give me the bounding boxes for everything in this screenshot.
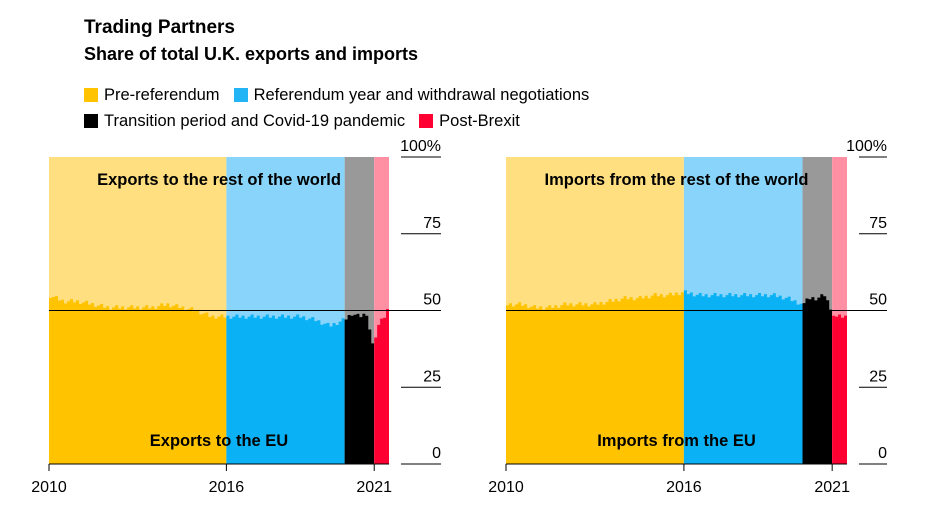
- y-tick-label: 100%: [846, 138, 887, 155]
- series-area-eu: [506, 292, 684, 464]
- y-tick-label: 100%: [400, 138, 441, 155]
- panel-label-bottom: Exports to the EU: [150, 432, 288, 450]
- x-tick-label: 2010: [31, 479, 67, 496]
- y-tick-label: 50: [869, 292, 887, 309]
- y-tick-label: 0: [432, 445, 441, 462]
- y-tick-label: 75: [423, 215, 441, 232]
- panel-label-top: Imports from the rest of the world: [544, 171, 808, 189]
- x-tick-label: 2016: [666, 479, 702, 496]
- legend-item-post-brexit: Post-Brexit: [419, 112, 520, 131]
- series-area-eu: [374, 308, 389, 464]
- series-area-eu: [226, 314, 345, 464]
- y-tick-label: 75: [869, 215, 887, 232]
- legend-label: Referendum year and withdrawal negotiati…: [253, 85, 590, 104]
- series-area-eu: [832, 314, 847, 464]
- chart-panel-1: 0 25 50 75 100% 2010 2016 2021 Exports to the re…: [31, 138, 441, 496]
- series-area-eu: [344, 313, 375, 464]
- y-tick-label: 25: [869, 368, 887, 385]
- legend-label: Post-Brexit: [439, 111, 520, 130]
- legend-swatch: [419, 114, 434, 128]
- y-tick-label: 50: [423, 292, 441, 309]
- legend-item-referendum: Referendum year and withdrawal negotiati…: [233, 85, 590, 105]
- legend-label: Transition period and Covid-19 pandemic: [104, 111, 406, 130]
- series-area-eu: [49, 296, 227, 464]
- x-tick-label: 2010: [488, 479, 524, 496]
- y-tick-label: 0: [878, 445, 887, 462]
- y-tick-label: 25: [423, 368, 441, 385]
- legend-item-transition: Transition period and Covid-19 pandemic: [84, 112, 405, 131]
- legend-swatch: [233, 88, 248, 102]
- legend-swatch: [84, 88, 98, 102]
- panel-label-bottom: Imports from the EU: [597, 432, 756, 450]
- legend-swatch: [84, 114, 98, 128]
- x-tick-label: 2021: [356, 479, 392, 496]
- series-area-eu: [802, 294, 833, 464]
- legend-label: Pre-referendum: [104, 85, 220, 104]
- panel-label-top: Exports to the rest of the world: [97, 171, 341, 189]
- chart-subtitle: Share of total U.K. exports and imports: [84, 44, 419, 64]
- legend-item-pre-referendum: Pre-referendum: [84, 86, 220, 105]
- x-tick-label: 2016: [209, 479, 245, 496]
- legend: Pre-referendum Referendum year and withd…: [84, 82, 684, 134]
- chart-panel-2: 0 25 50 75 100% 2010 2016 2021 Imports from the …: [488, 138, 887, 496]
- series-area-eu: [683, 290, 803, 464]
- chart-title: Trading Partners: [84, 17, 235, 38]
- x-tick-label: 2021: [814, 479, 850, 496]
